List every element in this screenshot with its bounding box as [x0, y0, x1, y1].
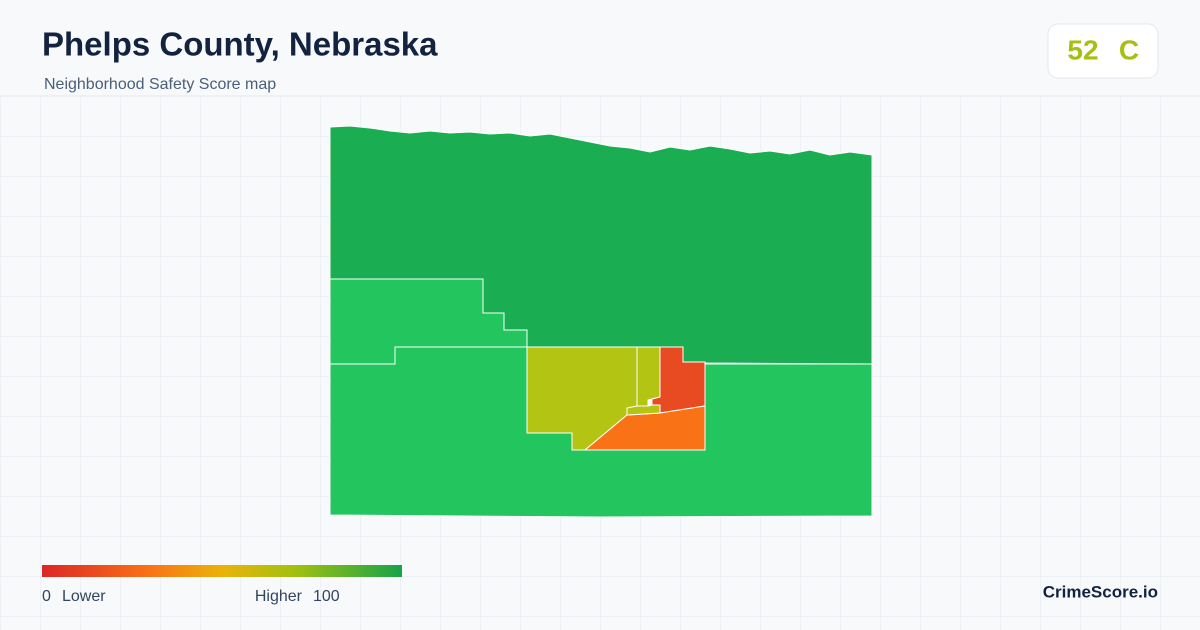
- map: [329, 125, 873, 518]
- region: [626, 404, 661, 416]
- score-value: 52: [1067, 34, 1098, 65]
- legend-min: 0: [42, 588, 51, 605]
- legend-max-label: Higher: [255, 588, 303, 605]
- score-grade: C: [1119, 34, 1139, 65]
- title: Phelps County, Nebraska: [42, 26, 438, 63]
- legend-max: 100: [313, 588, 340, 605]
- region: [583, 405, 706, 451]
- brand: CrimeScore.io: [1043, 582, 1158, 601]
- score-box: [1047, 23, 1159, 79]
- legend-gradient: [42, 565, 402, 577]
- legend-min-label: Lower: [62, 588, 106, 605]
- subtitle: Neighborhood Safety Score map: [44, 76, 276, 93]
- region: [636, 346, 661, 407]
